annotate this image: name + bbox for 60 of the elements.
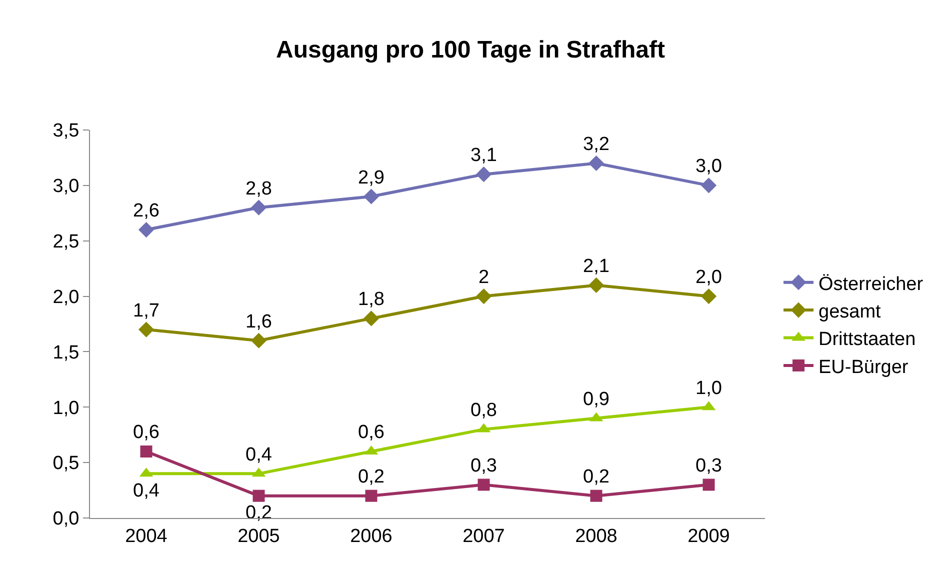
data-label: 0,4 [133,480,160,502]
x-tick-label: 2007 [462,526,505,547]
data-label: 0,8 [470,400,497,422]
point [590,490,602,502]
data-label: 2 [478,267,490,288]
data-label: 3,1 [470,145,497,166]
point [588,155,604,172]
legend-label: Drittstaaten [818,329,916,350]
data-label: 0,9 [583,388,610,410]
y-tick-label: 2,5 [52,232,80,253]
point [365,490,378,502]
x-tick-label: 2006 [350,526,392,547]
data-label: 0,6 [133,422,160,444]
y-tick-label: 1,5 [52,342,80,364]
legend-label: Österreicher [818,274,924,295]
data-label: 1,7 [133,300,160,322]
point [363,310,380,326]
data-label: 2,6 [133,200,160,222]
data-label: 0,3 [696,455,722,476]
data-label: 3,2 [583,134,610,156]
point [250,200,267,216]
data-label: 2,0 [696,267,722,288]
point [476,288,492,304]
data-label: 1,0 [696,378,722,399]
data-label: 0,3 [470,455,497,476]
legend-label: EU-Bürger [818,356,909,378]
data-label: 0,2 [583,466,610,488]
x-tick-label: 2009 [688,526,730,547]
data-label: 2,1 [583,256,610,277]
y-tick-label: 1,0 [52,398,80,419]
data-label: 3,0 [696,156,722,178]
x-tick-label: 2008 [575,526,618,547]
y-tick-label: 3,5 [52,120,80,142]
point [138,222,154,238]
data-label: 2,9 [358,167,384,188]
legend-label: gesamt [818,301,882,322]
y-tick-label: 2,0 [52,286,80,308]
y-tick-label: 0,0 [52,508,80,530]
data-label: 1,8 [358,289,384,310]
y-tick-label: 3,0 [52,176,80,198]
data-label: 0,4 [246,444,272,466]
point [138,322,154,338]
point [252,490,265,502]
point [702,478,715,491]
y-tick-label: 0,5 [52,453,80,474]
data-label: 0,6 [358,422,384,444]
data-label: 2,8 [246,178,272,200]
point [700,288,717,304]
point [476,166,492,182]
data-label: 0,2 [358,466,384,488]
point [478,478,490,491]
point [140,445,152,458]
x-tick-label: 2004 [125,526,168,547]
point [363,188,380,204]
point [250,332,267,348]
x-tick-label: 2005 [238,526,280,547]
chart-title: Ausgang pro 100 Tage in Strafhaft [276,36,665,64]
data-label: 1,6 [246,311,272,332]
point [588,277,604,293]
point [700,178,717,194]
